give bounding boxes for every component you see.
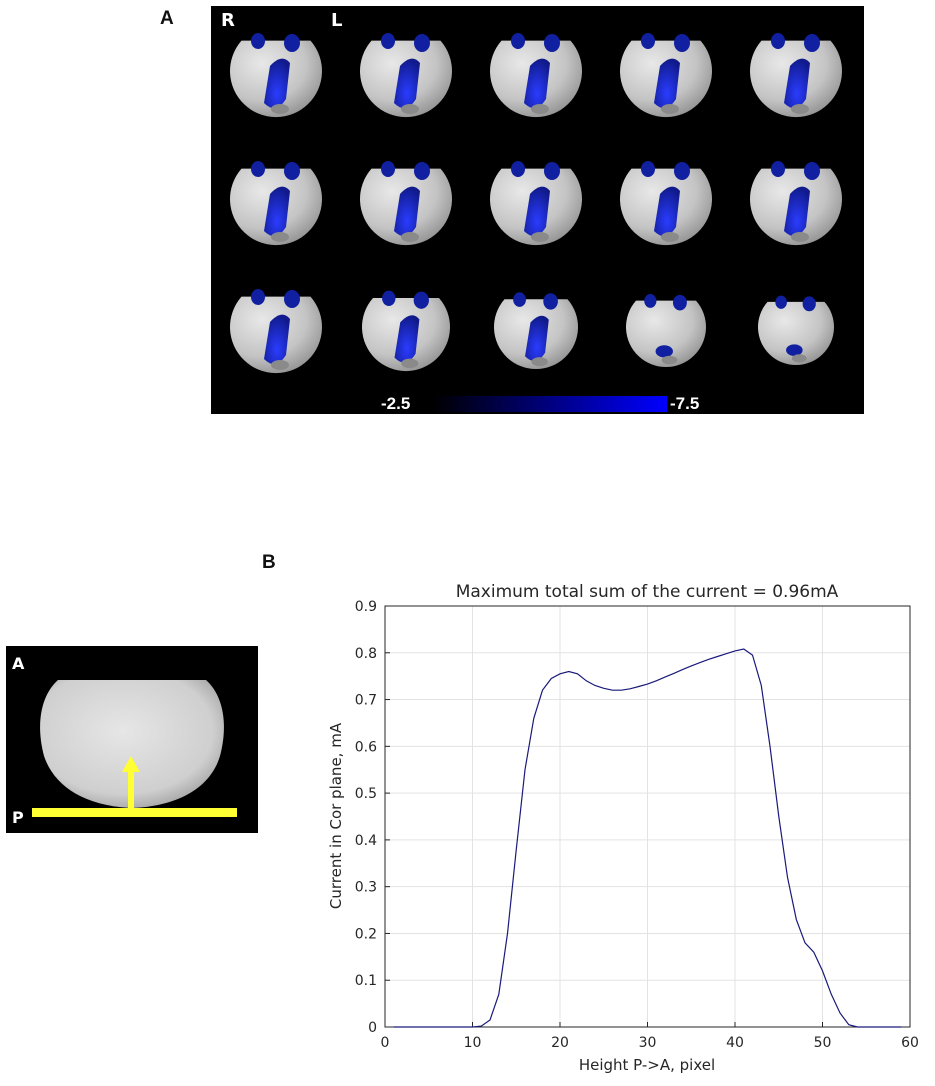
current-profile-chart: 0 10 20 30 40 50 60 0 0.1 0.2 0.3 0.4 0.5 0.6 0.7 0.8 0.… <box>327 582 919 1074</box>
current-series-line <box>393 648 902 1028</box>
y-tick-label: 0.8 <box>355 646 377 662</box>
chart-grid <box>384 605 911 1028</box>
x-tick-label: 0 <box>381 1035 390 1051</box>
orientation-left-label: L <box>331 10 343 31</box>
mri-slice <box>230 33 322 118</box>
inset-posterior-label: P <box>12 808 24 827</box>
direction-arrow-shaft <box>128 768 134 810</box>
mri-slice <box>620 33 712 118</box>
mri-slice <box>620 161 712 246</box>
mri-slice <box>626 293 706 368</box>
mri-slice <box>490 33 582 118</box>
inset-anterior-label: A <box>12 654 25 673</box>
y-tick-label: 0.7 <box>355 693 377 709</box>
mri-slice-grid <box>230 33 842 412</box>
colorbar <box>433 396 667 412</box>
y-tick-label: 0.1 <box>355 973 377 989</box>
y-tick-label: 0.6 <box>355 739 377 755</box>
mri-slice <box>750 33 842 118</box>
y-axis-label: Current in Cor plane, mA <box>327 722 345 909</box>
colorbar-min-label: -2.5 <box>381 394 411 413</box>
mri-slice-montage: R L -2.5 -7.5 <box>211 6 864 414</box>
chart-ticks: 0 10 20 30 40 50 60 0 0.1 0.2 0.3 0.4 0.5 0.6 0.7 0.8 0.… <box>355 599 919 1051</box>
mri-slice <box>490 161 582 246</box>
x-axis-label: Height P->A, pixel <box>579 1056 715 1074</box>
chart-title: Maximum total sum of the current = 0.96m… <box>456 582 839 602</box>
phantom-inset: A P <box>6 646 258 833</box>
y-tick-label: 0 <box>368 1020 377 1036</box>
x-tick-label: 50 <box>814 1035 832 1051</box>
mri-slice <box>757 295 834 366</box>
y-tick-label: 0.4 <box>355 833 377 849</box>
posterior-baseline-marker <box>32 808 237 817</box>
y-tick-label: 0.9 <box>355 599 377 615</box>
x-tick-label: 30 <box>639 1035 657 1051</box>
x-tick-label: 40 <box>726 1035 744 1051</box>
mri-slice <box>360 33 452 118</box>
y-tick-label: 0.3 <box>355 880 377 896</box>
x-tick-label: 20 <box>551 1035 569 1051</box>
mri-slice <box>494 292 578 370</box>
direction-arrow-head <box>122 756 140 772</box>
y-tick-label: 0.5 <box>355 786 377 802</box>
phantom-image <box>32 680 237 817</box>
mri-slice <box>360 161 452 246</box>
orientation-right-label: R <box>221 10 235 31</box>
colorbar-max-label: -7.5 <box>670 394 700 413</box>
mri-slice <box>750 161 842 246</box>
x-tick-label: 10 <box>464 1035 482 1051</box>
mri-slice <box>230 289 322 374</box>
mri-slice <box>362 290 450 372</box>
x-tick-label: 60 <box>901 1035 919 1051</box>
y-tick-label: 0.2 <box>355 926 377 942</box>
mri-slice <box>230 161 322 246</box>
phantom-body <box>40 680 224 808</box>
panel-b-letter: B <box>262 552 276 573</box>
panel-a-letter: A <box>160 8 174 29</box>
